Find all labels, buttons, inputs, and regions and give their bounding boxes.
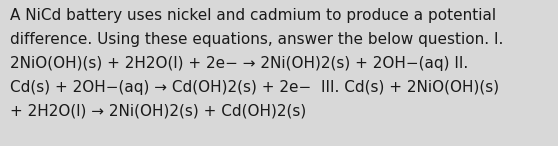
Text: A NiCd battery uses nickel and cadmium to produce a potential: A NiCd battery uses nickel and cadmium t…: [10, 8, 496, 23]
Text: difference. Using these equations, answer the below question. I.: difference. Using these equations, answe…: [10, 32, 503, 47]
Text: + 2H2O(l) → 2Ni(OH)2(s) + Cd(OH)2(s): + 2H2O(l) → 2Ni(OH)2(s) + Cd(OH)2(s): [10, 104, 306, 119]
Text: Cd(s) + 2OH−(aq) → Cd(OH)2(s) + 2e−  III. Cd(s) + 2NiO(OH)(s): Cd(s) + 2OH−(aq) → Cd(OH)2(s) + 2e− III.…: [10, 80, 499, 95]
Text: 2NiO(OH)(s) + 2H2O(l) + 2e− → 2Ni(OH)2(s) + 2OH−(aq) II.: 2NiO(OH)(s) + 2H2O(l) + 2e− → 2Ni(OH)2(s…: [10, 56, 468, 71]
